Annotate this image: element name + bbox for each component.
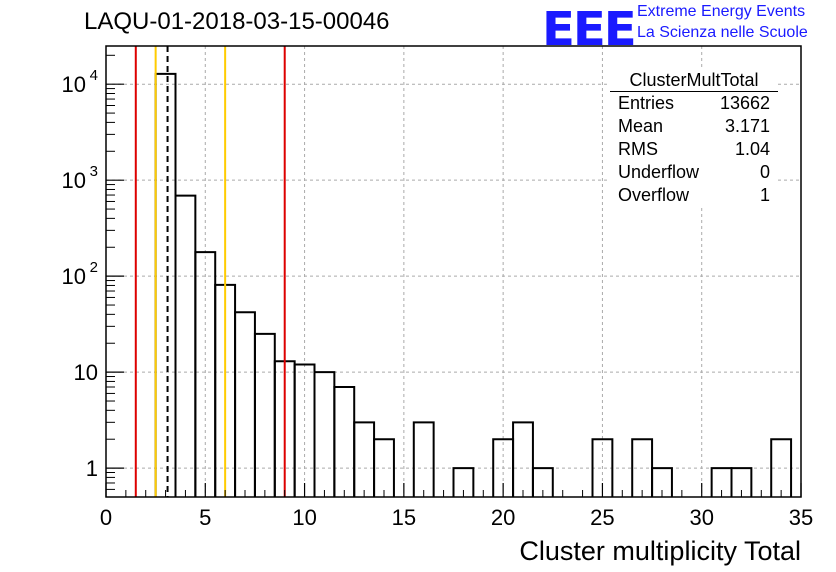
x-tick-label: 15 xyxy=(392,505,416,530)
x-tick-label: 0 xyxy=(100,505,112,530)
x-tick-label: 30 xyxy=(689,505,713,530)
histogram-bin xyxy=(253,332,276,497)
stats-row-overflow: Overflow 1 xyxy=(610,184,778,207)
logo-line-2: La Scienza nelle Scuole xyxy=(637,24,808,41)
histogram-bin xyxy=(512,421,534,497)
histogram-bin xyxy=(174,194,197,497)
y-tick-exponent: 4 xyxy=(90,67,98,84)
histogram-bin xyxy=(730,467,753,497)
histogram-bin xyxy=(412,421,435,497)
stats-label: Mean xyxy=(618,116,664,136)
stats-label: Entries xyxy=(618,93,675,113)
histogram-bin xyxy=(651,467,673,497)
stats-box: ClusterMultTotal Entries 13662 Mean 3.17… xyxy=(610,70,778,207)
y-tick-label: 10 xyxy=(74,360,98,385)
y-tick-exponent: 3 xyxy=(90,163,98,180)
stats-title: ClusterMultTotal xyxy=(610,70,778,92)
y-tick-exponent: 2 xyxy=(90,259,98,276)
histogram-bin xyxy=(770,438,793,497)
y-tick-label: 10 xyxy=(62,168,86,193)
stats-label: Overflow xyxy=(618,185,690,205)
x-tick-label: 20 xyxy=(491,505,515,530)
histogram-bin xyxy=(234,311,256,497)
plot-frame xyxy=(105,45,802,498)
marker-lines-layer xyxy=(134,46,286,497)
stats-row-mean: Mean 3.171 xyxy=(610,115,778,138)
plot-title: LAQU-01-2018-03-15-00046 xyxy=(84,8,390,35)
histogram-bin xyxy=(313,371,336,497)
y-tick-label: 10 xyxy=(62,72,86,97)
grid-layer xyxy=(105,46,802,497)
histogram-bin xyxy=(373,438,395,497)
histogram-bin xyxy=(333,385,356,497)
stats-row-underflow: Underflow 0 xyxy=(610,161,778,184)
x-axis-label: Cluster multiplicity Total xyxy=(519,536,801,566)
histogram-bin xyxy=(591,438,614,497)
histogram-bin xyxy=(353,421,376,497)
x-tick-label: 25 xyxy=(590,505,614,530)
histogram-bin xyxy=(154,72,177,497)
stats-row-rms: RMS 1.04 xyxy=(610,138,778,161)
y-tick-label: 10 xyxy=(62,264,86,289)
stats-value: 1.04 xyxy=(734,139,770,159)
logo-line-1: Extreme Energy Events xyxy=(637,3,806,20)
stats-label: RMS xyxy=(618,139,658,159)
eee-logo: EEE xyxy=(542,2,637,56)
y-tick-label: 1 xyxy=(86,456,98,481)
stats-row-entries: Entries 13662 xyxy=(610,92,778,115)
stats-value: 1 xyxy=(759,185,770,205)
x-tick-label: 10 xyxy=(292,505,316,530)
histogram-bin xyxy=(452,467,475,497)
histogram-bin xyxy=(531,467,554,497)
stats-value: 3.171 xyxy=(724,116,770,136)
x-tick-label: 5 xyxy=(199,505,211,530)
stats-value: 0 xyxy=(759,162,770,182)
stats-value: 13662 xyxy=(719,93,770,113)
stats-label: Underflow xyxy=(618,162,700,182)
x-tick-label: 35 xyxy=(789,505,813,530)
